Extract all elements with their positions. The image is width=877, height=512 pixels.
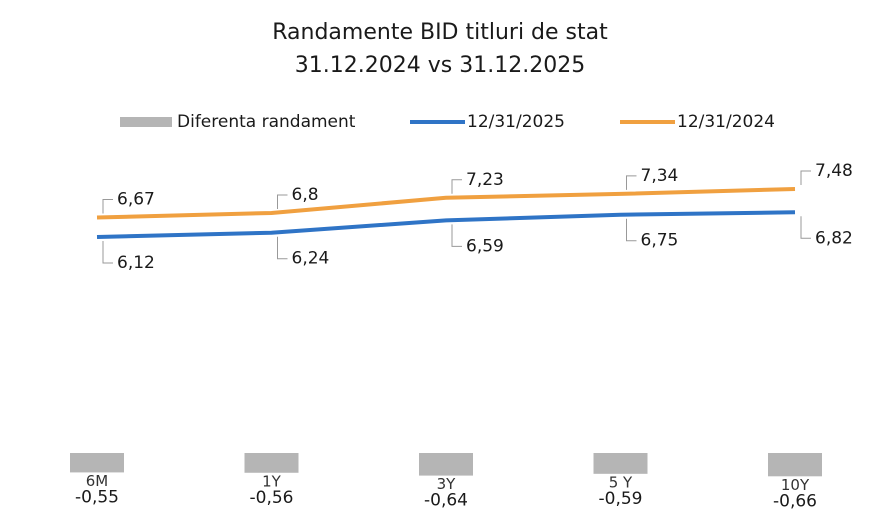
data-label: 7,34 <box>641 166 679 186</box>
leader-line <box>626 175 637 190</box>
bar <box>244 453 299 473</box>
legend-label: 12/31/2024 <box>677 112 775 132</box>
leader-line <box>102 199 113 214</box>
chart-subtitle: 31.12.2024 vs 31.12.2025 <box>295 53 585 78</box>
data-label: -0,66 <box>773 491 817 511</box>
x-tick-label: 10Y <box>781 476 810 494</box>
legend-label: Diferenta randament <box>177 112 356 132</box>
leader-line <box>800 170 811 185</box>
leader-line <box>451 179 462 194</box>
line <box>96 210 796 239</box>
leader-line <box>102 240 113 264</box>
data-label: 7,48 <box>815 161 853 181</box>
data-label: 6,59 <box>466 236 504 256</box>
bar <box>419 453 473 476</box>
leader-line <box>451 224 462 247</box>
chart-title: Randamente BID titluri de stat <box>272 20 608 45</box>
data-label: 6,12 <box>117 253 155 273</box>
data-label: 6,67 <box>117 190 155 210</box>
x-tick-label: 3Y <box>437 475 457 493</box>
data-label: 7,23 <box>466 170 504 190</box>
data-label: 6,75 <box>641 231 679 251</box>
bar <box>768 453 822 477</box>
legend-swatch <box>120 117 172 127</box>
leader-line <box>626 218 637 242</box>
data-label: -0,56 <box>250 488 294 508</box>
x-tick-label: 5 Y <box>609 473 633 491</box>
bar <box>593 453 648 474</box>
data-label: 6,82 <box>815 228 853 248</box>
x-tick-label: 6M <box>86 472 109 490</box>
data-label: 6,8 <box>292 185 319 205</box>
data-label: 6,24 <box>292 249 330 269</box>
leader-line <box>277 194 288 209</box>
data-label: -0,64 <box>424 491 468 511</box>
line <box>96 186 796 220</box>
data-label: -0,55 <box>75 487 119 507</box>
leader-line <box>277 236 288 260</box>
legend-label: 12/31/2025 <box>467 112 565 132</box>
leader-line <box>800 216 811 239</box>
data-label: -0,59 <box>599 489 643 509</box>
bar <box>70 453 124 473</box>
x-tick-label: 1Y <box>262 472 282 490</box>
